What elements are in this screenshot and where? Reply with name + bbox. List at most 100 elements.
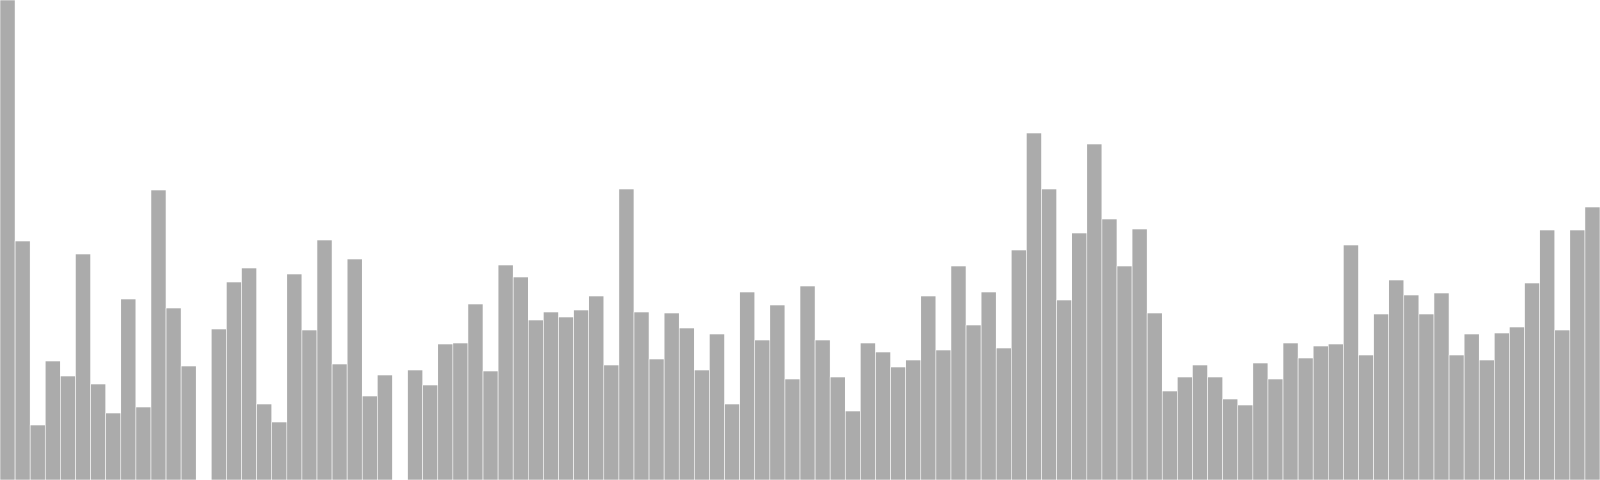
bar-0 <box>0 0 16 480</box>
bar-69 <box>1041 188 1057 480</box>
bar-42 <box>633 311 650 480</box>
bar-75 <box>1131 228 1148 480</box>
bar-25 <box>377 374 393 480</box>
bar-47 <box>709 333 725 480</box>
bar-67 <box>1011 249 1027 480</box>
bar-79 <box>1192 364 1208 480</box>
bar-35 <box>527 319 544 480</box>
bar-22 <box>331 363 348 480</box>
bar-28 <box>422 384 439 480</box>
bar-39 <box>588 295 605 480</box>
bar-98 <box>1478 359 1495 480</box>
bar-45 <box>678 327 695 480</box>
bar-80 <box>1207 376 1223 480</box>
bar-49 <box>739 291 756 480</box>
bar-5 <box>75 253 91 480</box>
bar-88 <box>1328 343 1344 480</box>
bar-84 <box>1267 378 1284 480</box>
bar-85 <box>1282 342 1299 480</box>
bar-38 <box>573 309 589 480</box>
bar-89 <box>1343 244 1359 480</box>
bar-65 <box>980 291 997 480</box>
bar-1 <box>14 240 31 480</box>
bar-104 <box>1569 229 1586 480</box>
bar-46 <box>694 369 710 480</box>
bar-81 <box>1222 398 1239 480</box>
bar-54 <box>814 339 831 480</box>
bar-59 <box>890 366 906 480</box>
bar-34 <box>512 276 529 480</box>
bar-61 <box>920 295 937 480</box>
bar-91 <box>1373 313 1389 480</box>
bar-70 <box>1056 299 1072 480</box>
bar-10 <box>150 189 167 480</box>
bar-93 <box>1403 294 1420 480</box>
bar-48 <box>724 403 740 480</box>
bar-32 <box>482 370 499 480</box>
bar-76 <box>1146 312 1163 480</box>
bar-17 <box>256 403 272 480</box>
bar-74 <box>1116 265 1133 480</box>
bar-36 <box>543 311 559 480</box>
bar-12 <box>180 365 197 480</box>
bar-20 <box>301 329 318 480</box>
bar-55 <box>829 376 846 480</box>
bar-31 <box>467 303 484 480</box>
bar-14 <box>211 328 227 480</box>
bar-18 <box>271 421 288 480</box>
bar-27 <box>407 369 423 480</box>
bar-82 <box>1237 404 1254 480</box>
bar-66 <box>995 347 1012 480</box>
bar-83 <box>1252 362 1269 480</box>
bar-51 <box>769 304 786 480</box>
bar-101 <box>1524 282 1540 480</box>
bar-77 <box>1161 390 1178 480</box>
bar-71 <box>1071 232 1088 480</box>
bar-30 <box>452 342 469 480</box>
bar-2 <box>29 424 46 480</box>
bar-4 <box>60 375 76 480</box>
bar-19 <box>286 273 303 480</box>
bar-16 <box>241 267 257 480</box>
bar-90 <box>1358 354 1374 480</box>
bar-52 <box>784 378 801 480</box>
bar-92 <box>1388 279 1405 480</box>
bar-11 <box>165 307 182 480</box>
bar-24 <box>361 395 378 480</box>
bar-41 <box>618 188 635 480</box>
bar-97 <box>1463 333 1480 480</box>
bar-94 <box>1418 313 1435 480</box>
bar-21 <box>316 239 333 480</box>
bar-29 <box>437 343 454 480</box>
bar-15 <box>226 281 242 480</box>
bar-68 <box>1026 132 1042 480</box>
bar-99 <box>1494 332 1510 480</box>
bar-33 <box>497 264 514 480</box>
bar-105 <box>1584 206 1600 480</box>
bar-103 <box>1554 329 1571 480</box>
bar-100 <box>1509 326 1525 480</box>
bar-43 <box>648 358 665 480</box>
bar-63 <box>950 265 967 480</box>
bar-7 <box>105 412 122 480</box>
bar-62 <box>935 349 952 480</box>
bar-78 <box>1177 376 1193 480</box>
bar-6 <box>90 383 106 480</box>
bar-95 <box>1433 292 1450 480</box>
bar-37 <box>558 316 574 480</box>
bar-40 <box>603 364 620 480</box>
bar-53 <box>799 285 816 480</box>
bar-87 <box>1312 345 1329 480</box>
bar-96 <box>1448 354 1465 480</box>
bar-102 <box>1539 229 1556 480</box>
bar-73 <box>1101 218 1118 480</box>
bar-58 <box>875 351 891 480</box>
bar-57 <box>860 342 876 480</box>
bar-60 <box>905 359 922 480</box>
bar-3 <box>44 360 61 480</box>
bar-44 <box>663 312 680 480</box>
bar-86 <box>1297 357 1314 480</box>
bar-56 <box>844 410 861 480</box>
